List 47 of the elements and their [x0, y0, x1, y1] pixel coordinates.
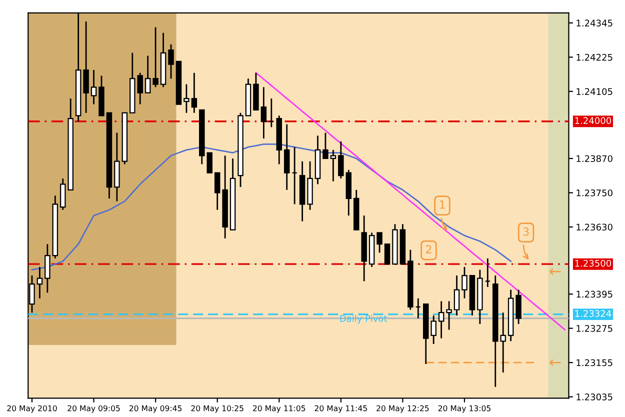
candlestick [184, 84, 190, 114]
candlestick [268, 98, 274, 128]
ref-line-label: 1.23324 [575, 310, 612, 317]
y-tick-label: 1.23155 [576, 359, 612, 366]
annotation: ← [550, 268, 561, 275]
candlestick [446, 300, 452, 330]
candlestick [322, 132, 328, 160]
candlestick [284, 124, 290, 191]
candlestick [516, 289, 522, 325]
y-tick-label: 1.24105 [576, 88, 612, 95]
annotation: Daily Pivot [340, 314, 388, 324]
candlestick [83, 20, 89, 114]
ref-line-label: 1.23500 [575, 260, 612, 267]
y-tick-label: 1.24345 [576, 20, 612, 26]
annotation: 3 [523, 227, 529, 236]
annotation: ← [550, 359, 561, 366]
candlestick [462, 266, 468, 300]
candlestick [484, 258, 491, 288]
candlestick [44, 243, 50, 294]
annotation: 1 [440, 200, 445, 209]
annotation: 2 [426, 245, 432, 254]
candlestick [260, 86, 267, 140]
candlestick [144, 55, 151, 94]
y-tick-label: 1.23750 [576, 189, 612, 196]
y-tick-label: 1.23035 [576, 394, 612, 400]
y-tick-label: 1.24225 [576, 54, 612, 61]
candlestick [90, 69, 97, 105]
candlestick [454, 274, 460, 316]
candlestick [152, 26, 158, 88]
candlestick [338, 140, 344, 180]
candlestick [415, 298, 422, 320]
y-tick-label: 1.23630 [576, 224, 612, 231]
candlestick [191, 72, 198, 114]
y-tick-label: 1.23395 [576, 290, 612, 298]
line-series [255, 72, 566, 330]
candlestick [292, 146, 298, 205]
y-tick-label: 1.23275 [576, 325, 612, 332]
y-tick-label: 1.23870 [576, 155, 612, 162]
candlestick [438, 300, 444, 339]
candlestick [214, 172, 220, 211]
candlestick [430, 314, 436, 345]
candlestick [168, 44, 174, 80]
candlestick [330, 149, 336, 182]
candlestick [384, 244, 390, 265]
candlestick [376, 232, 382, 254]
ref-line-label: 1.24000 [575, 117, 612, 124]
candlestick [36, 266, 43, 300]
